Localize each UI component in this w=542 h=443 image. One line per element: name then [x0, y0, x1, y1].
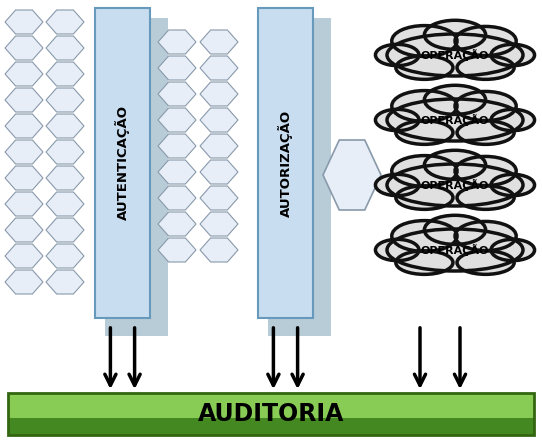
Ellipse shape: [457, 186, 514, 210]
Ellipse shape: [387, 34, 523, 76]
Text: OPERAÇÃO: OPERAÇÃO: [421, 179, 489, 191]
Ellipse shape: [455, 27, 516, 55]
Polygon shape: [5, 114, 43, 138]
Polygon shape: [5, 88, 43, 112]
Polygon shape: [158, 160, 196, 184]
Polygon shape: [5, 62, 43, 86]
Bar: [258, 8, 313, 318]
Polygon shape: [46, 10, 84, 34]
Ellipse shape: [387, 99, 523, 141]
Text: AUDITORIA: AUDITORIA: [198, 402, 344, 426]
Ellipse shape: [376, 239, 419, 260]
Polygon shape: [46, 62, 84, 86]
Ellipse shape: [491, 175, 534, 196]
Polygon shape: [46, 244, 84, 268]
Ellipse shape: [392, 221, 457, 251]
Bar: [8, 418, 534, 435]
Bar: [268, 18, 331, 336]
Polygon shape: [158, 134, 196, 158]
Ellipse shape: [424, 85, 486, 114]
Polygon shape: [46, 36, 84, 60]
Polygon shape: [46, 114, 84, 138]
Polygon shape: [158, 238, 196, 262]
Ellipse shape: [457, 56, 514, 79]
Polygon shape: [158, 30, 196, 54]
Polygon shape: [200, 134, 238, 158]
Polygon shape: [5, 270, 43, 294]
Polygon shape: [200, 30, 238, 54]
Polygon shape: [5, 244, 43, 268]
Ellipse shape: [376, 44, 419, 66]
Polygon shape: [200, 56, 238, 80]
Polygon shape: [46, 140, 84, 164]
Polygon shape: [200, 186, 238, 210]
Text: OPERAÇÃO: OPERAÇÃO: [421, 114, 489, 126]
Ellipse shape: [491, 109, 534, 131]
Polygon shape: [46, 192, 84, 216]
Polygon shape: [158, 212, 196, 236]
Ellipse shape: [387, 229, 523, 271]
Bar: [8, 393, 534, 435]
Polygon shape: [5, 166, 43, 190]
Bar: [105, 18, 168, 336]
Polygon shape: [5, 36, 43, 60]
Polygon shape: [5, 10, 43, 34]
Ellipse shape: [424, 215, 486, 245]
Polygon shape: [200, 212, 238, 236]
Polygon shape: [46, 88, 84, 112]
Polygon shape: [200, 108, 238, 132]
Ellipse shape: [455, 156, 516, 186]
Text: AUTORIZAÇÃO: AUTORIZAÇÃO: [278, 109, 293, 217]
Ellipse shape: [491, 239, 534, 260]
Polygon shape: [158, 108, 196, 132]
Ellipse shape: [376, 175, 419, 196]
Polygon shape: [200, 160, 238, 184]
Bar: [95, 8, 150, 318]
Ellipse shape: [455, 222, 516, 251]
Ellipse shape: [455, 91, 516, 120]
Ellipse shape: [457, 251, 514, 274]
Text: OPERAÇÃO: OPERAÇÃO: [421, 244, 489, 256]
Ellipse shape: [396, 56, 453, 79]
Polygon shape: [158, 82, 196, 106]
Polygon shape: [46, 218, 84, 242]
Ellipse shape: [424, 150, 486, 179]
Polygon shape: [158, 56, 196, 80]
Text: AUTENTICAÇÃO: AUTENTICAÇÃO: [115, 105, 130, 221]
Ellipse shape: [424, 20, 486, 50]
Ellipse shape: [396, 251, 453, 274]
Ellipse shape: [491, 44, 534, 66]
Polygon shape: [5, 218, 43, 242]
Polygon shape: [158, 186, 196, 210]
Ellipse shape: [396, 186, 453, 210]
Polygon shape: [5, 140, 43, 164]
Ellipse shape: [387, 164, 523, 206]
Polygon shape: [46, 166, 84, 190]
Ellipse shape: [396, 121, 453, 144]
Polygon shape: [200, 82, 238, 106]
Polygon shape: [323, 140, 381, 210]
Ellipse shape: [392, 155, 457, 187]
Polygon shape: [46, 270, 84, 294]
Ellipse shape: [392, 91, 457, 121]
Ellipse shape: [392, 26, 457, 56]
Polygon shape: [5, 192, 43, 216]
Text: OPERAÇÃO: OPERAÇÃO: [421, 49, 489, 61]
Ellipse shape: [376, 109, 419, 131]
Ellipse shape: [457, 121, 514, 144]
Bar: [8, 393, 534, 418]
Polygon shape: [200, 238, 238, 262]
